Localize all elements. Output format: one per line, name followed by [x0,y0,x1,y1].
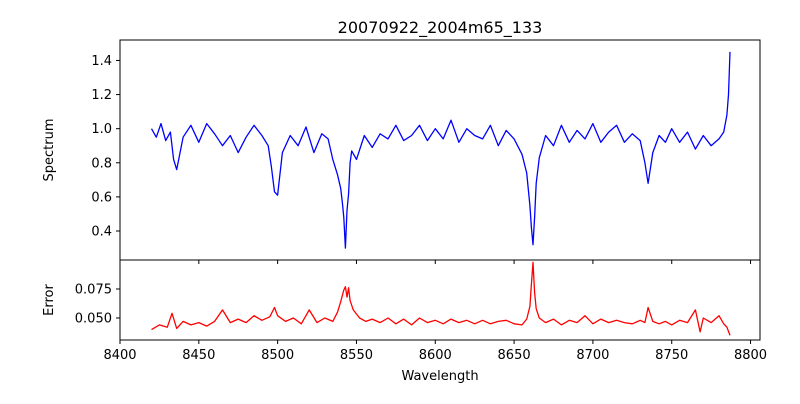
x-tick-label: 8750 [655,348,688,363]
x-tick-label: 8500 [261,348,294,363]
x-tick-label: 8400 [103,348,136,363]
x-tick-label: 8600 [419,348,452,363]
y-tick-label: 0.4 [91,225,112,240]
spectrum-y-axis-label: Spectrum [42,119,57,182]
error-y-axis-label: Error [42,284,57,316]
x-tick-label: 8550 [340,348,373,363]
y-tick-label: 0.050 [75,311,112,326]
y-tick-label: 0.8 [91,156,112,171]
x-tick-label: 8650 [498,348,531,363]
y-tick-label: 1.2 [91,88,112,103]
spectrum-y-ticks: 0.4 0.6 0.8 1.0 1.2 1.4 [91,54,120,240]
y-tick-label: 0.075 [75,282,112,297]
error-y-ticks: 0.050 0.075 [75,282,120,326]
x-tick-label: 8700 [576,348,609,363]
x-tick-label: 8450 [182,348,215,363]
y-tick-label: 1.4 [91,54,112,69]
x-axis-label: Wavelength [401,369,478,384]
chart-title: 20070922_2004m65_133 [338,18,543,38]
error-axes-frame [119,259,761,341]
spectrum-series-line [150,51,731,249]
error-series-line [151,261,731,336]
y-tick-label: 1.0 [91,122,112,137]
error-x-ticks: 8400 8450 8500 8550 8600 8650 8700 8750 8800 [103,340,767,363]
x-tick-label: 8800 [734,348,767,363]
y-tick-label: 0.6 [91,190,112,205]
